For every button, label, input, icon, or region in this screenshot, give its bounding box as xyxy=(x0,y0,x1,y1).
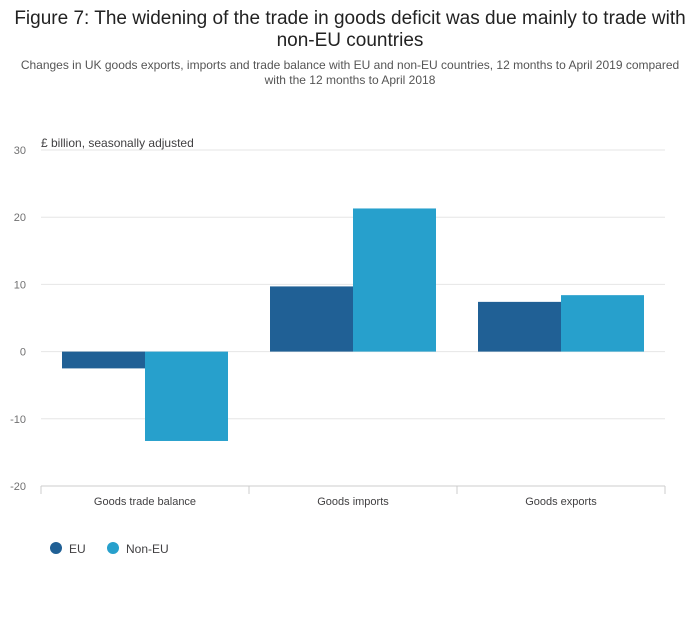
legend-label: EU xyxy=(69,542,86,556)
y-tick-label: -10 xyxy=(10,414,26,426)
bar-non-eu xyxy=(353,208,436,352)
y-tick-label: 0 xyxy=(20,347,26,359)
y-tick-label: 20 xyxy=(14,212,26,224)
bar-eu xyxy=(270,286,353,352)
x-tick-label: Goods exports xyxy=(525,496,597,508)
bar-eu xyxy=(478,301,561,352)
legend: EU Non-EU xyxy=(50,542,169,556)
legend-label: Non-EU xyxy=(126,542,169,556)
bar-eu xyxy=(62,351,145,369)
y-tick-label: -20 xyxy=(10,481,26,493)
bar-non-eu xyxy=(145,351,228,441)
y-axis-label: £ billion, seasonally adjusted xyxy=(41,136,194,150)
y-tick-label: 10 xyxy=(14,279,26,291)
x-tick-label: Goods imports xyxy=(317,496,389,508)
axes: 30 20 10 0 -10 -20 £ billion, seasonally adjus… xyxy=(10,136,666,508)
bars xyxy=(62,208,644,441)
chart-subtitle: Changes in UK goods exports, imports and… xyxy=(20,58,680,87)
bar-non-eu xyxy=(561,295,644,352)
y-tick-label: 30 xyxy=(14,145,26,157)
legend-swatch-non-eu xyxy=(107,542,119,554)
chart-title: Figure 7: The widening of the trade in g… xyxy=(14,8,686,51)
x-tick-label: Goods trade balance xyxy=(94,496,196,508)
legend-swatch-eu xyxy=(50,542,62,554)
